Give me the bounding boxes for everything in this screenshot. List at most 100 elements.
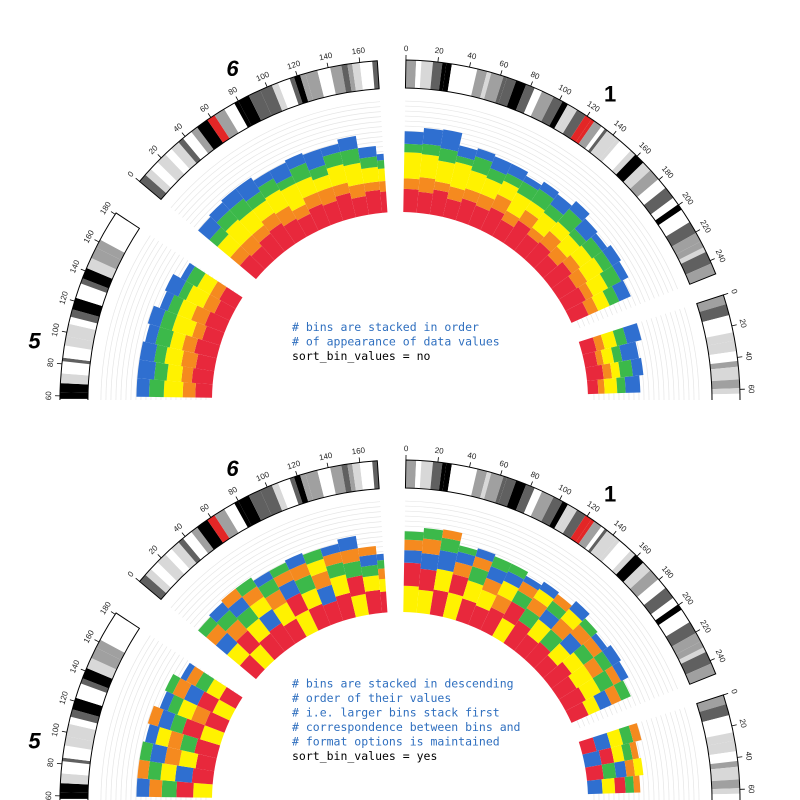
tick-mark (56, 762, 62, 765)
ideogram-band (671, 632, 701, 655)
code-comment: # order of their values (292, 691, 451, 705)
histogram-segment (421, 538, 442, 556)
ideogram (404, 59, 717, 285)
ideogram-band (585, 526, 605, 552)
histogram-segment (603, 377, 618, 394)
track-grid (182, 116, 382, 218)
tick-mark (695, 229, 701, 233)
track-grid (105, 638, 155, 800)
histogram-segment (317, 186, 337, 206)
histogram-segment (552, 594, 572, 613)
histogram-segment (591, 233, 608, 252)
histogram-segment (422, 128, 444, 146)
histogram-segment (573, 644, 594, 665)
ideogram-band (447, 63, 459, 93)
chromosome-label: 6 (226, 456, 239, 481)
histogram-segment (249, 596, 273, 619)
track-grid (684, 307, 700, 400)
ideogram-band (171, 142, 197, 170)
histogram-segment (137, 359, 157, 380)
histogram-segment (578, 337, 597, 355)
tick-label: 120 (286, 59, 302, 72)
histogram-segment (525, 200, 545, 220)
track-grid (405, 100, 678, 290)
ideogram-band (705, 332, 735, 346)
histogram-segment (380, 191, 388, 213)
ideogram-band (60, 773, 89, 785)
tick-label: 100 (50, 722, 62, 737)
histogram-segment (565, 302, 589, 323)
histogram-segment (161, 780, 178, 798)
ideogram-band (549, 501, 568, 529)
circos-panel: 0 20 4060801001201401601802002202401020406… (28, 44, 756, 400)
ideogram-band (710, 766, 740, 782)
tick-mark (69, 699, 75, 702)
ideogram-band (105, 219, 136, 244)
tick-label: 60 (747, 384, 756, 394)
tick-label: 140 (612, 518, 628, 534)
tick-label: 80 (529, 470, 541, 482)
histogram-segment (206, 624, 228, 646)
histogram-segment (361, 166, 380, 184)
tick-label: 240 (714, 648, 728, 664)
histogram-segment (194, 338, 221, 359)
track-grid (650, 718, 665, 800)
histogram-segment (289, 162, 312, 184)
histogram-segment (236, 630, 261, 655)
histogram-segment (377, 160, 385, 169)
histogram-segment (258, 608, 282, 632)
histogram-segment (359, 156, 378, 170)
ideogram-band (578, 521, 602, 549)
ideogram-band (711, 779, 740, 790)
histogram-segment (185, 285, 210, 309)
tick-label: 80 (227, 485, 240, 497)
tick-label: 20 (434, 446, 444, 456)
ideogram-band (191, 527, 214, 554)
track-grid (135, 654, 180, 800)
track-grid (125, 249, 172, 400)
track-grid (120, 246, 168, 400)
ideogram-band (658, 609, 686, 631)
histogram-segment (209, 281, 227, 300)
tick-label: 80 (46, 357, 56, 367)
tick-label: 60 (498, 459, 510, 470)
histogram-segment (186, 666, 204, 687)
track-grid (100, 635, 151, 800)
ideogram-band (655, 604, 682, 626)
histogram-segment (618, 359, 633, 378)
ideogram-band (708, 351, 738, 365)
histogram-segment (508, 563, 529, 580)
ideogram-band (112, 212, 140, 235)
histogram-segment (403, 178, 420, 190)
histogram-segment (404, 131, 424, 145)
ideogram-band (224, 503, 248, 533)
chromosome-label: 1 (604, 481, 616, 506)
track-grid (105, 238, 155, 400)
histogram-segment (343, 162, 364, 187)
ideogram-band (515, 484, 535, 514)
ideogram (404, 459, 717, 685)
histogram-segment (624, 375, 641, 393)
tick-mark (157, 554, 162, 559)
ideogram-band (405, 60, 417, 89)
track-grid (189, 526, 382, 625)
ideogram-band (352, 462, 363, 492)
histogram-segment (455, 551, 476, 567)
ideogram-band (702, 315, 731, 328)
ideogram-band (62, 757, 91, 765)
ideogram-band (643, 187, 674, 215)
histogram-segment (160, 763, 177, 782)
ideogram-band (570, 115, 592, 143)
ideogram-band (359, 461, 375, 491)
track-grid (636, 322, 650, 400)
tick-mark (61, 730, 67, 733)
track-grid (645, 719, 660, 800)
track-grid (655, 316, 670, 400)
ideogram-band (347, 463, 356, 492)
ideogram-band (703, 721, 734, 738)
histogram-segment (360, 564, 379, 578)
histogram-segment (343, 560, 363, 579)
histogram-segment (261, 212, 282, 232)
histogram-segment (202, 294, 221, 314)
